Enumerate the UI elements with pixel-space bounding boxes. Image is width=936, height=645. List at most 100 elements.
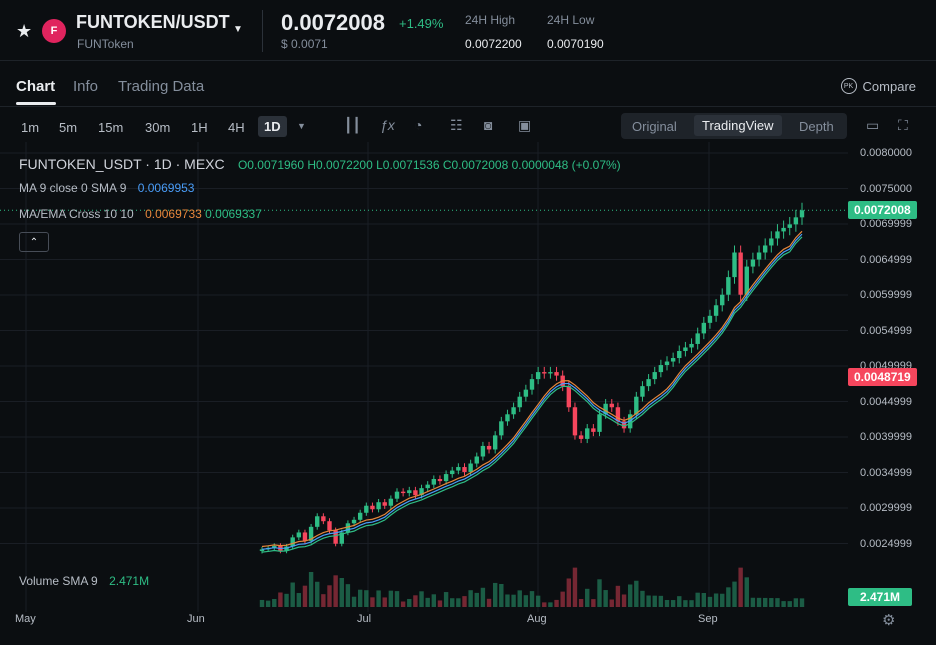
pair-selector[interactable]: FUNTOKEN/USDT bbox=[76, 12, 230, 32]
symbol-info: FUNTOKEN_USDT · 1D · MEXC bbox=[19, 156, 225, 172]
candle-body bbox=[437, 479, 443, 482]
collapse-legend-button[interactable]: ⌃ bbox=[19, 232, 49, 252]
candle-body bbox=[756, 252, 762, 260]
volume-bar bbox=[775, 598, 780, 607]
volume-bar bbox=[554, 599, 559, 607]
price-axis-label: 0.0059999 bbox=[860, 289, 912, 301]
timeframe-30m[interactable]: 30m bbox=[145, 120, 171, 135]
candle-body bbox=[750, 259, 756, 267]
last-price: 0.0072008 bbox=[281, 10, 385, 35]
candle-body bbox=[621, 421, 627, 429]
candle-body bbox=[634, 396, 639, 415]
tab-info[interactable]: Info bbox=[73, 78, 99, 95]
view-original[interactable]: Original bbox=[632, 119, 677, 134]
price-chart[interactable] bbox=[0, 142, 936, 640]
candle-body bbox=[769, 238, 774, 246]
ema-value-1: 0.0069733 bbox=[145, 207, 202, 221]
marker-price-tag: 0.0048719 bbox=[848, 368, 917, 386]
candle-body bbox=[486, 445, 492, 450]
timeframe-1d[interactable]: 1D bbox=[258, 116, 287, 137]
candle-body bbox=[511, 407, 516, 415]
volume-bar bbox=[744, 577, 749, 607]
candle-body bbox=[296, 532, 302, 538]
view-tradingview[interactable]: TradingView bbox=[694, 115, 782, 136]
volume-bar bbox=[450, 598, 455, 607]
volume-bar bbox=[591, 599, 596, 607]
ma-legend: MA 9 close 0 SMA 9 0.0069953 bbox=[19, 181, 194, 195]
volume-bar bbox=[542, 602, 547, 607]
candle-body bbox=[707, 315, 713, 323]
candle-body bbox=[529, 379, 535, 390]
candle-body bbox=[781, 227, 786, 232]
token-name: FUNToken bbox=[77, 37, 134, 51]
timeframe-1h[interactable]: 1H bbox=[191, 120, 208, 135]
candle-body bbox=[431, 479, 437, 485]
candle-body bbox=[799, 210, 805, 218]
volume-bar bbox=[364, 590, 369, 607]
chevron-down-icon[interactable]: ▼ bbox=[233, 24, 243, 35]
low-24h-label: 24H Low bbox=[547, 13, 595, 27]
volume-bar bbox=[738, 567, 743, 607]
volume-bar bbox=[769, 598, 774, 607]
volume-bar bbox=[756, 597, 762, 607]
candle-type-icon[interactable]: ┃┃ bbox=[344, 117, 361, 133]
candle-body bbox=[732, 252, 737, 278]
high-24h-value: 0.0072200 bbox=[465, 37, 522, 51]
price-axis-label: 0.0069999 bbox=[860, 218, 912, 230]
layout-panel-icon[interactable]: ▭ bbox=[866, 117, 880, 133]
volume-bar bbox=[511, 594, 516, 607]
favorite-star-icon[interactable]: ★ bbox=[16, 21, 33, 41]
timeframe-1m[interactable]: 1m bbox=[21, 120, 40, 135]
volume-bar bbox=[486, 598, 492, 607]
view-depth[interactable]: Depth bbox=[799, 119, 834, 134]
timeframe-4h[interactable]: 4H bbox=[228, 120, 245, 135]
volume-bar bbox=[272, 599, 277, 607]
volume-bar bbox=[609, 599, 614, 607]
candle-body bbox=[542, 372, 547, 374]
price-axis-label: 0.0029999 bbox=[860, 502, 912, 514]
volume-bar bbox=[394, 591, 400, 607]
indicators-icon[interactable]: ƒx bbox=[380, 117, 395, 133]
tab-chart[interactable]: Chart bbox=[16, 78, 56, 95]
volume-bar bbox=[652, 595, 657, 607]
volume-bar bbox=[634, 580, 639, 607]
compare-icon: PK bbox=[840, 78, 857, 94]
volume-bar bbox=[787, 601, 792, 607]
candlestick-chart[interactable] bbox=[0, 142, 936, 640]
candle-body bbox=[744, 266, 749, 295]
chart-settings-gear-icon[interactable]: ⚙ bbox=[882, 612, 896, 629]
candle-body bbox=[321, 516, 326, 522]
last-price-tag: 0.0072008 bbox=[848, 201, 917, 219]
volume-bar bbox=[339, 577, 344, 607]
timeframe-15m[interactable]: 15m bbox=[98, 120, 124, 135]
templates-icon[interactable]: ◔ bbox=[414, 117, 423, 133]
moving-average-line bbox=[261, 233, 803, 550]
candle-body bbox=[726, 277, 731, 295]
candle-body bbox=[327, 521, 332, 531]
legend-change: 0.0000048 (+0.07%) bbox=[511, 158, 621, 172]
volume-bar bbox=[462, 596, 467, 607]
price-axis-label: 0.0054999 bbox=[860, 324, 912, 337]
candle-body bbox=[315, 516, 320, 527]
timeframe-dropdown-icon[interactable]: ▼ bbox=[297, 121, 306, 131]
volume-bar bbox=[376, 590, 381, 607]
volume-bar bbox=[382, 597, 387, 607]
candle-body bbox=[308, 526, 314, 541]
volume-bar bbox=[321, 594, 326, 607]
volume-bar bbox=[566, 578, 572, 607]
layout-icon[interactable]: ☷ bbox=[450, 117, 463, 133]
candle-body bbox=[683, 347, 688, 351]
candle-body bbox=[388, 498, 394, 506]
price-axis-label: 0.0075000 bbox=[860, 182, 912, 195]
volume-bar bbox=[259, 599, 265, 607]
compare-button[interactable]: PK Compare bbox=[840, 78, 916, 94]
legend-open: O0.0071960 bbox=[237, 158, 305, 172]
tab-trading-data[interactable]: Trading Data bbox=[118, 78, 205, 95]
calendar-icon[interactable]: ▣ bbox=[518, 117, 532, 133]
camera-icon[interactable]: ◙ bbox=[484, 117, 493, 133]
candle-body bbox=[382, 502, 387, 506]
timeframe-5m[interactable]: 5m bbox=[59, 120, 78, 135]
price-usd: $ 0.0071 bbox=[281, 37, 328, 51]
fullscreen-icon[interactable]: ⛶ bbox=[898, 117, 908, 133]
volume-bar bbox=[658, 595, 664, 607]
